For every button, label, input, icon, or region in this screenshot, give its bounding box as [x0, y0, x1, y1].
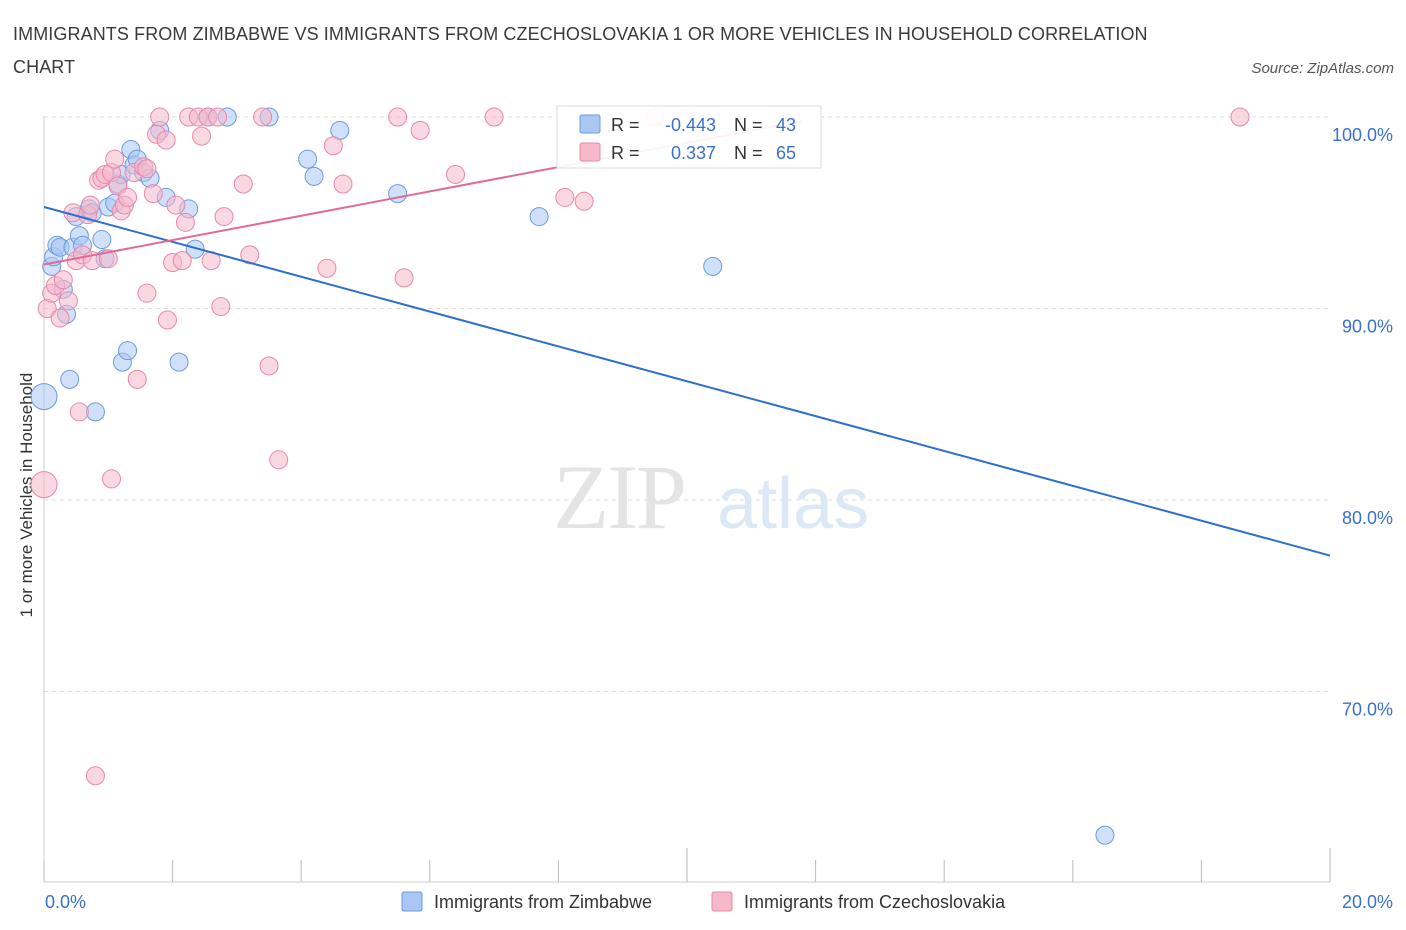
czechoslovakia-point	[30, 471, 58, 499]
zimbabwe-point	[304, 166, 324, 186]
czechoslovakia-point	[555, 187, 575, 207]
legend-box: R = -0.443 N = 43 R = 0.337 N = 65	[556, 105, 822, 169]
source-credit: Source: ZipAtlas.com	[1251, 60, 1394, 77]
legend-r-label: R =	[611, 143, 640, 163]
x-tick-label-max: 20.0%	[1342, 892, 1393, 912]
zimbabwe-point	[85, 402, 105, 422]
czechoslovakia-point	[233, 174, 253, 194]
legend-swatch-czechoslovakia	[579, 142, 601, 162]
czechoslovakia-point	[69, 402, 89, 422]
czechoslovakia-point	[1230, 107, 1250, 127]
chart-title: IMMIGRANTS FROM ZIMBABWE VS IMMIGRANTS F…	[13, 24, 1148, 77]
legend-r-value: 0.337	[671, 143, 716, 163]
legend-r-value: -0.443	[665, 115, 716, 135]
czechoslovakia-point	[574, 191, 594, 211]
zimbabwe-point	[92, 230, 112, 250]
czechoslovakia-point	[118, 187, 138, 207]
czechoslovakia-point	[80, 195, 100, 215]
czechoslovakia-point	[166, 195, 186, 215]
series-czechoslovakia	[30, 107, 1250, 786]
czechoslovakia-point	[333, 174, 353, 194]
czechoslovakia-point	[85, 766, 105, 786]
czechoslovakia-point	[150, 107, 170, 127]
czechoslovakia-point	[58, 291, 78, 311]
legend-n-label: N =	[734, 143, 763, 163]
zimbabwe-trend-line	[43, 206, 1331, 557]
watermark-atlas: atlas	[717, 464, 869, 544]
legend-r-label: R =	[611, 115, 640, 135]
y-tick-label: 80.0%	[1342, 508, 1393, 528]
czechoslovakia-point	[157, 310, 177, 330]
y-tick-label: 70.0%	[1342, 700, 1393, 720]
watermark-zip: ZIP	[553, 446, 685, 548]
czechoslovakia-point	[253, 107, 273, 127]
x-tick-label-min: 0.0%	[45, 892, 86, 912]
czechoslovakia-point	[410, 120, 430, 140]
y-tick-label: 90.0%	[1342, 317, 1393, 337]
czechoslovakia-point	[214, 207, 234, 227]
czechoslovakia-point	[98, 249, 118, 269]
czechoslovakia-point	[156, 130, 176, 150]
y-tick-label: 100.0%	[1332, 125, 1393, 145]
czechoslovakia-point	[484, 107, 504, 127]
legend-n-value: 65	[776, 143, 796, 163]
czechoslovakia-point	[137, 159, 157, 179]
czechoslovakia-point	[192, 126, 212, 146]
legend-frame	[556, 105, 822, 169]
czechoslovakia-point	[102, 469, 122, 489]
zimbabwe-point	[169, 352, 189, 372]
czechoslovakia-point	[105, 149, 125, 169]
legend-n-label: N =	[734, 115, 763, 135]
czechoslovakia-point	[172, 251, 192, 271]
czechoslovakia-point	[211, 297, 231, 317]
czechoslovakia-point	[446, 164, 466, 184]
legend-swatch-zimbabwe	[579, 114, 601, 134]
czechoslovakia-point	[175, 212, 195, 232]
zimbabwe-point	[529, 207, 549, 227]
zimbabwe-point	[1095, 825, 1115, 845]
bottom-legend-label-czechoslovakia: Immigrants from Czechoslovakia	[744, 892, 1006, 912]
czechoslovakia-point	[127, 369, 147, 389]
czechoslovakia-point	[208, 107, 228, 127]
zimbabwe-point	[388, 184, 408, 204]
legend-n-value: 43	[776, 115, 796, 135]
bottom-legend-label-zimbabwe: Immigrants from Zimbabwe	[434, 892, 652, 912]
bottom-legend-swatch-zimbabwe	[401, 891, 423, 912]
czechoslovakia-point	[143, 184, 163, 204]
czechoslovakia-point	[259, 356, 279, 376]
zimbabwe-point	[185, 239, 205, 259]
czechoslovakia-point	[240, 245, 260, 265]
czechoslovakia-point	[50, 308, 70, 328]
zimbabwe-point	[118, 341, 138, 361]
czechoslovakia-point	[317, 258, 337, 278]
czechoslovakia-point	[137, 283, 157, 303]
zimbabwe-point	[703, 256, 723, 276]
zimbabwe-point	[60, 369, 80, 389]
czechoslovakia-point	[323, 136, 343, 156]
czechoslovakia-point	[269, 450, 289, 470]
zimbabwe-point	[30, 383, 58, 411]
czechoslovakia-point	[388, 107, 408, 127]
bottom-legend-swatch-czechoslovakia	[711, 891, 733, 912]
zimbabwe-point	[298, 149, 318, 169]
czechoslovakia-point	[394, 268, 414, 288]
czechoslovakia-point	[53, 270, 73, 290]
